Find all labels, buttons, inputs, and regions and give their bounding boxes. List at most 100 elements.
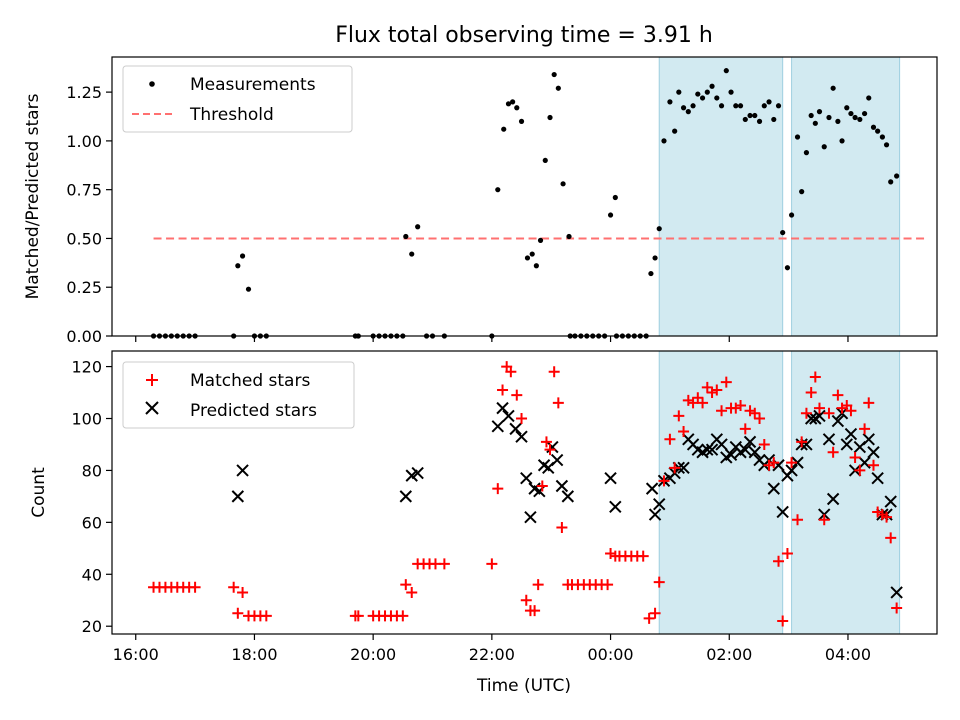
measurement-point-70 [690,103,696,109]
measurement-point-41 [547,114,553,121]
measurement-point-61 [648,270,654,277]
predicted-point-11 [524,510,537,524]
matched-point-111 [872,506,884,518]
measurement-point-32 [505,101,512,107]
predicted-point-60 [822,433,836,446]
matched-point-70 [682,394,694,406]
bottom-ytick-label-5: 120 [71,358,102,377]
top-y-axis: 0.00 0.25 0.50 0.75 1.00 1.25 [66,83,112,346]
predicted-point-10 [520,472,533,485]
predicted-point-50 [776,505,789,519]
predicted-point-0 [231,490,245,503]
matched-point-99 [818,514,830,526]
matched-point-69 [678,425,690,437]
matched-point-86 [758,438,770,450]
matched-point-30 [486,558,498,570]
measurement-point-111 [879,134,885,140]
matched-point-80 [730,402,742,414]
predicted-point-20 [604,472,617,485]
matched-point-95 [800,407,812,419]
matched-point-31 [492,483,504,495]
bottom-ytick-label-2: 60 [82,513,102,532]
measurement-point-72 [699,95,706,101]
measurement-point-38 [533,263,539,269]
measurement-point-112 [883,142,890,148]
matched-point-46 [556,522,568,534]
measurement-point-100 [830,85,836,91]
matched-point-85 [754,413,766,425]
measurement-point-76 [718,103,725,109]
matched-point-66 [664,433,676,445]
measurement-point-23 [403,233,409,240]
measurement-point-63 [656,226,662,232]
legend-matched-marker [146,374,158,386]
measurement-point-83 [752,112,758,119]
measurement-point-11 [245,286,252,292]
top-legend-box [122,65,353,133]
predicted-point-1 [236,464,249,477]
measurement-point-97 [816,109,823,115]
predicted-point-6 [496,401,509,415]
matched-point-22 [397,610,409,622]
measurement-point-93 [799,189,805,195]
matched-point-14 [260,610,272,622]
measurement-point-73 [704,89,710,95]
top-legend: Measurements Threshold [122,65,353,133]
predicted-point-17 [550,453,564,467]
matched-point-109 [863,397,875,409]
matched-point-94 [796,436,808,448]
predicted-point-64 [840,438,853,451]
predicted-point-42 [739,443,752,456]
matched-point-24 [406,586,418,598]
matched-point-88 [768,457,780,469]
matched-point-89 [773,555,785,567]
predicted-point-16 [546,440,559,454]
predicted-point-29 [677,461,690,475]
measurement-point-9 [235,263,241,269]
measurement-point-62 [652,255,658,261]
matched-point-78 [720,376,732,388]
matched-point-87 [763,459,775,471]
measurement-point-91 [788,212,795,218]
matched-point-34 [505,366,517,378]
measurement-point-75 [714,95,720,101]
matched-point-75 [706,387,718,399]
measurement-point-99 [826,114,832,121]
measurement-point-53 [607,212,614,218]
bottom-legend-box [122,361,355,429]
predicted-point-39 [724,448,738,462]
measurement-point-67 [676,89,682,95]
bottom-ytick-label-4: 100 [71,410,102,429]
top-shaded-intervals [658,56,901,337]
xtick-label-0: 16:00 [113,645,159,664]
predicted-point-34 [701,443,714,456]
matched-point-74 [701,381,713,393]
measurement-point-42 [551,71,557,78]
bottom-ytick-label-1: 40 [82,565,102,584]
measurement-point-65 [667,99,673,105]
measurement-point-30 [495,187,501,193]
predicted-point-37 [715,438,728,451]
matched-point-68 [673,410,685,422]
matched-point-91 [781,548,793,560]
predicted-point-52 [785,464,798,477]
measurement-point-54 [612,194,618,201]
measurement-point-39 [537,237,544,243]
measurement-point-25 [415,224,421,230]
matched-point-96 [805,387,817,399]
measurement-point-84 [756,118,763,124]
predicted-point-21 [609,500,622,513]
top-ytick-label-4: 1.00 [66,132,102,151]
measurement-point-69 [685,109,691,115]
measurement-point-78 [728,89,734,95]
measurement-point-34 [514,105,520,111]
predicted-point-23 [648,508,662,521]
measurement-point-10 [239,253,246,259]
measurement-point-64 [661,138,667,144]
matched-point-67 [669,462,681,474]
matched-point-43 [544,444,556,456]
predicted-point-22 [645,482,659,495]
predicted-point-44 [748,446,761,459]
predicted-point-74 [884,495,897,508]
